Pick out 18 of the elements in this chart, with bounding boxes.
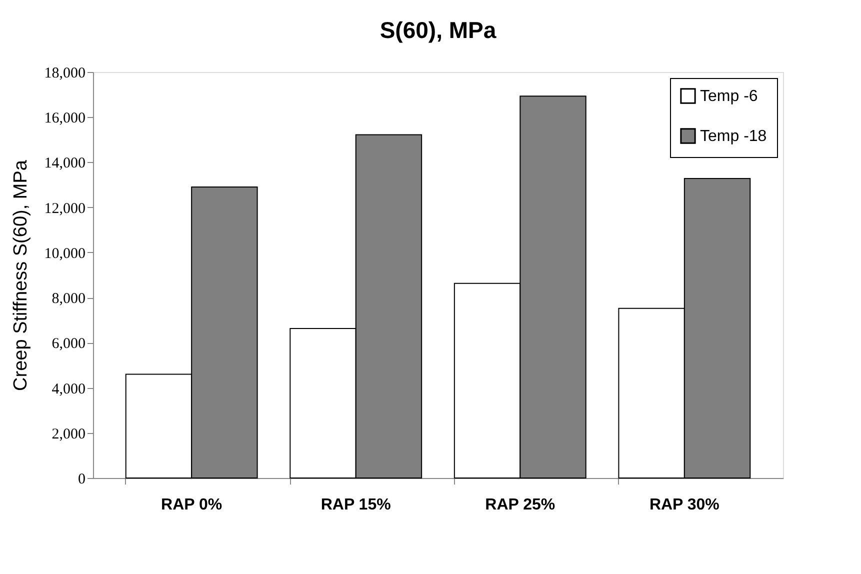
x-tick-label: RAP 0% [161,496,222,514]
legend-label: Temp -18 [700,128,767,145]
y-tick-label: 16,000 [44,110,86,127]
y-tick-label: 4,000 [52,381,86,398]
y-axis-title: Creep Stiffness S(60), MPa [10,160,32,391]
y-tick-label: 14,000 [44,156,86,172]
y-tick-label: 6,000 [52,336,86,352]
y-tick-label: 0 [78,472,86,488]
x-tick-label: RAP 25% [485,496,556,514]
x-tick-label: RAP 30% [649,496,720,514]
chart-title: S(60), MPa [380,17,496,43]
x-tick-label: RAP 15% [320,496,391,514]
y-tick-label: 8,000 [52,291,86,308]
legend-label: Temp -6 [700,88,758,105]
y-tick-label: 10,000 [44,246,86,262]
y-tick-label: 12,000 [44,200,86,217]
y-tick-label: 2,000 [52,426,86,442]
y-tick-label: 18,000 [44,66,86,82]
